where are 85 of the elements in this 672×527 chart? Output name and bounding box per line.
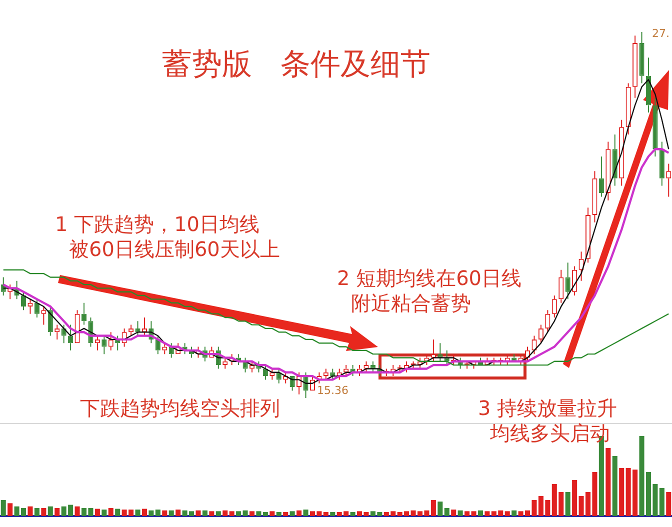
bar — [142, 508, 147, 516]
bar — [229, 511, 234, 516]
bar — [236, 511, 242, 516]
bar — [108, 508, 114, 516]
bar — [606, 448, 611, 516]
annotation: 15.36 — [317, 384, 348, 398]
candlestick — [552, 295, 557, 318]
candlestick — [632, 35, 638, 98]
bar — [283, 512, 288, 516]
bar — [504, 511, 510, 516]
bar — [202, 510, 208, 516]
bar — [565, 492, 570, 516]
bar — [572, 480, 578, 516]
annotation: 2 短期均线在60日线附近粘合蓄势 — [337, 266, 522, 316]
bar — [135, 510, 140, 516]
candlestick — [323, 368, 328, 380]
candlestick — [578, 251, 584, 282]
bar — [303, 510, 308, 516]
bar — [323, 512, 328, 516]
bar — [176, 510, 181, 516]
bar — [430, 500, 436, 516]
bar — [94, 508, 100, 516]
candlestick — [652, 97, 658, 157]
annotation: 3 持续放量拉升均线多头启动 — [478, 396, 618, 446]
candlestick — [61, 324, 66, 344]
annotation: 1 下跌趋势，10日均线被60日线压制60天以上 — [55, 212, 280, 262]
bar — [155, 510, 160, 516]
bar — [619, 468, 624, 516]
bar — [162, 510, 168, 516]
candlestick — [54, 324, 60, 340]
candlestick — [606, 141, 611, 201]
bar — [330, 512, 336, 516]
bar — [102, 510, 107, 516]
bar — [276, 512, 282, 516]
candlestick — [598, 156, 604, 198]
bar — [478, 510, 483, 516]
candlestick — [135, 320, 140, 336]
bar — [41, 508, 46, 516]
bar — [270, 511, 275, 516]
bar — [222, 510, 228, 516]
bar — [290, 511, 295, 516]
bar — [350, 512, 356, 516]
bar — [458, 510, 463, 516]
candlestick — [558, 269, 564, 304]
candlestick — [619, 119, 624, 186]
bar — [28, 506, 33, 516]
bar — [8, 503, 13, 516]
bar — [262, 512, 268, 516]
bar — [34, 508, 40, 516]
candlestick — [639, 32, 644, 84]
candlestick — [626, 82, 631, 135]
annotation: 下跌趋势均线空头排列 — [80, 396, 280, 421]
candlestick — [545, 310, 550, 333]
annotation: 27. — [652, 27, 670, 41]
bar — [451, 510, 456, 516]
bar — [54, 508, 60, 516]
text: 蓄势版 条件及细节 — [162, 47, 431, 82]
bar — [612, 456, 618, 516]
bar — [256, 511, 262, 516]
bar — [666, 492, 672, 516]
bar — [438, 502, 443, 516]
bar — [444, 508, 450, 516]
candlestick — [659, 141, 664, 186]
candlestick — [102, 335, 107, 355]
bar — [512, 510, 517, 516]
bar — [216, 511, 221, 516]
candlestick — [41, 306, 46, 326]
bar — [74, 506, 80, 516]
bar — [115, 508, 120, 516]
candlestick — [94, 335, 100, 351]
candlestick — [430, 338, 436, 362]
bar — [0, 500, 6, 516]
candlestick — [592, 170, 598, 223]
bar — [659, 488, 664, 516]
candlestick — [565, 262, 570, 300]
bar — [484, 511, 490, 516]
bar — [209, 511, 214, 516]
bar — [296, 510, 302, 516]
bar — [242, 510, 248, 516]
bar — [148, 510, 154, 516]
bar — [196, 510, 201, 516]
bar — [48, 506, 53, 516]
candlestick — [28, 298, 33, 314]
bar — [168, 510, 174, 516]
bar — [249, 511, 255, 516]
